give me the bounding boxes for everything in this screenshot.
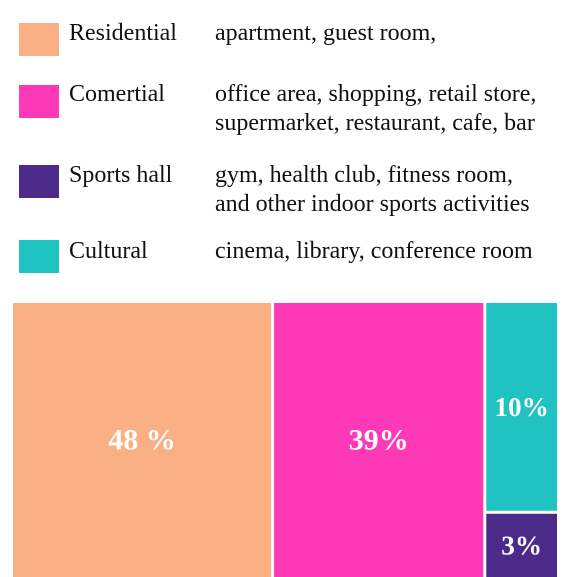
legend-desc-residential: apartment, guest room, bbox=[215, 19, 436, 48]
tile-label-residential: 48 % bbox=[108, 424, 176, 457]
legend-name-comertial: Comertial bbox=[69, 81, 165, 107]
legend-name-cultural: Cultural bbox=[69, 238, 148, 264]
legend: Residential apartment, guest room, Comer… bbox=[19, 19, 536, 273]
legend-swatch-sports-hall bbox=[19, 165, 59, 198]
tile-label-comertial: 39% bbox=[349, 424, 409, 457]
legend-desc-line: gym, health club, fitness room, bbox=[215, 162, 513, 188]
tile-residential bbox=[13, 303, 272, 577]
tile-label-sports-hall: 3% bbox=[501, 530, 542, 560]
tile-comertial bbox=[274, 303, 484, 577]
legend-desc-line: and other indoor sports activities bbox=[215, 191, 530, 217]
legend-desc-line: office area, shopping, retail store, bbox=[215, 81, 537, 107]
legend-desc-comertial: office area, shopping, retail store, sup… bbox=[215, 80, 536, 138]
legend-desc-cultural: cinema, library, conference room bbox=[215, 237, 533, 266]
tile-label-cultural: 10% bbox=[494, 392, 548, 422]
tile-sports-hall bbox=[486, 513, 557, 577]
legend-name-sports-hall: Sports hall bbox=[69, 162, 173, 188]
legend-swatch-comertial bbox=[19, 85, 59, 118]
tile-cultural bbox=[486, 303, 557, 511]
legend-desc-line: supermarket, restaurant, cafe, bar bbox=[215, 110, 535, 136]
legend-swatch-cultural bbox=[19, 240, 59, 273]
legend-swatch-residential bbox=[19, 23, 59, 56]
legend-name-residential: Residential bbox=[69, 20, 177, 46]
legend-desc-line: apartment, guest room, bbox=[215, 20, 437, 46]
legend-desc-line: cinema, library, conference room bbox=[215, 238, 533, 264]
legend-desc-sports-hall: gym, health club, fitness room, and othe… bbox=[215, 161, 530, 219]
